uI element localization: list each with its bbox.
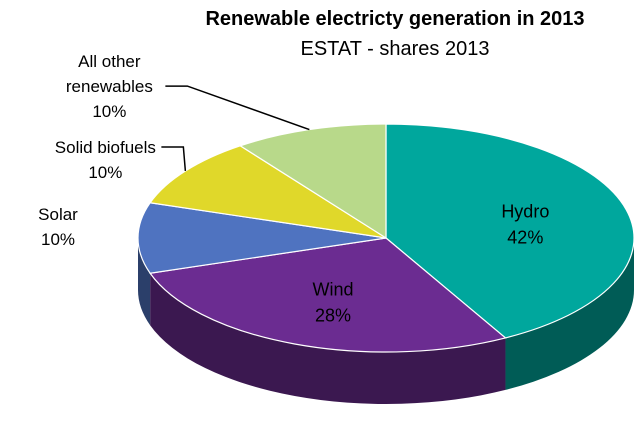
slice-label-solar: Solar 10% [38,205,78,249]
slice-label-wind: Wind 28% [313,279,354,325]
pie-side-wind [150,273,506,404]
chart-subtitle: ESTAT - shares 2013 [300,38,490,60]
slice-label-all-other-renewables: All other renewables 10% [66,52,153,121]
pie-side-solar [138,238,151,326]
slice-value-all-other-renewables: 10% [92,102,126,121]
pie-side-walls [138,238,634,404]
slice-name-solar: Solar [38,205,78,224]
slice-name-solid-biofuels: Solid biofuels [55,138,156,157]
slice-name-all-other-renewables-line-1: All other [78,52,141,71]
pie-slice-solar [137,202,387,274]
slice-value-wind: 28% [315,305,351,325]
pie-slice-wind [149,237,507,353]
leader-line-solid-biofuels [161,146,187,172]
leader-lines [161,85,310,172]
pie-slice-hydro [385,123,635,339]
slice-name-wind: Wind [313,279,354,299]
chart-title: Renewable electricty generation in 2013 [205,8,585,30]
slice-name-all-other-renewables-line-2: renewables [66,77,153,96]
pie-side-hydro [505,238,634,390]
slice-value-solar: 10% [41,230,75,249]
slice-label-hydro: Hydro 42% [501,202,549,248]
slice-value-hydro: 42% [507,228,543,248]
slice-name-hydro: Hydro [501,202,549,222]
slice-value-solid-biofuels: 10% [88,163,122,182]
leader-line-all-other-renewables [165,85,310,131]
slice-label-solid-biofuels: Solid biofuels 10% [55,138,156,182]
pie-top-faces [137,123,635,353]
slice-labels: Hydro 42% Wind 28% Solar 10% Solid biofuels 10%… [38,52,549,325]
